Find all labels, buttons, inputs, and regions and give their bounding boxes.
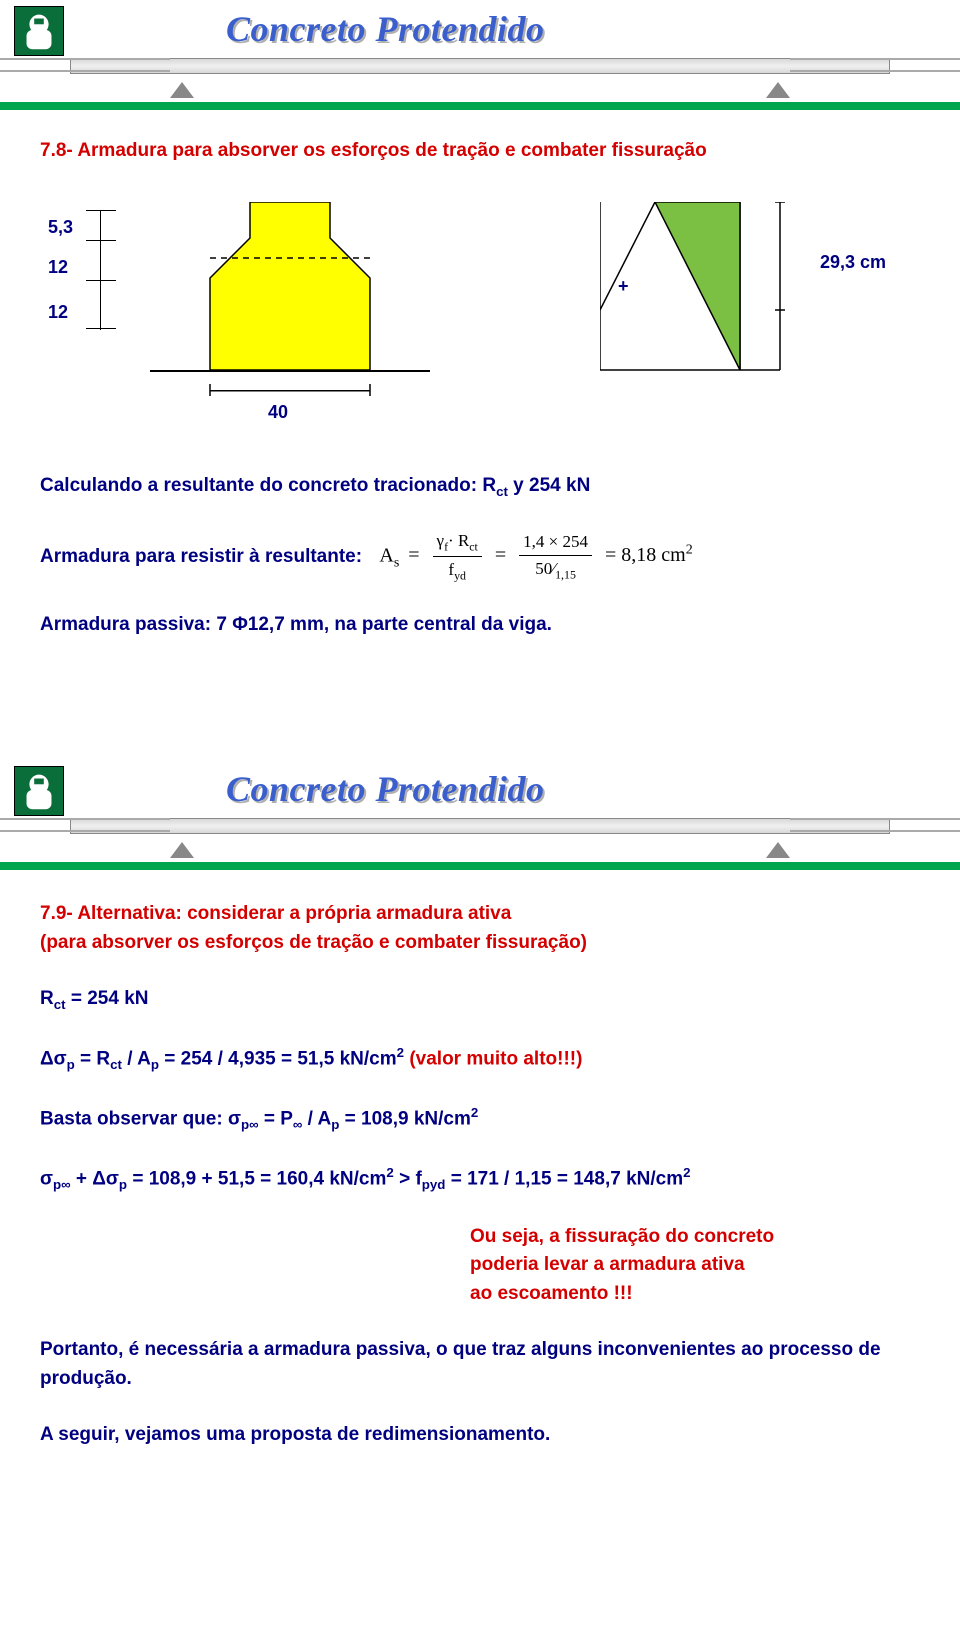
dim-label: 12 — [48, 302, 68, 323]
dim-label: 5,3 — [48, 217, 73, 238]
slide1-content: 7.8- Armadura para absorver os esforços … — [40, 140, 920, 640]
header-divider — [0, 102, 960, 110]
delta-sigma-line: Δσp = Rct / Ap = 254 / 4,935 = 51,5 kN/c… — [40, 1043, 920, 1075]
warn-line: poderia levar a armadura ativa — [470, 1251, 900, 1280]
logo-icon — [14, 6, 64, 56]
rct-line: Rct = 254 kN — [40, 985, 920, 1015]
formula-as: As = γf· Rctfyd = 1,4 × 25450⁄1,15 = 8,1… — [379, 528, 692, 586]
beam-decoration — [70, 810, 890, 840]
warn-line: Ou seja, a fissuração do concreto — [470, 1223, 900, 1252]
dim-label: 29,3 cm — [820, 252, 886, 273]
plus-label: + — [618, 276, 629, 296]
stress-triangle: + — [600, 202, 820, 402]
portanto-line: Portanto, é necessária a armadura passiv… — [40, 1336, 920, 1393]
section-title: 7.9- Alternativa: considerar a própria a… — [40, 900, 920, 957]
cross-section-diagram: 5,3 12 12 40 + — [40, 202, 920, 432]
warning-inline: (valor muito alto!!!) — [404, 1048, 582, 1069]
sub: ct — [496, 484, 508, 499]
dim-label: 40 — [268, 402, 288, 423]
header-divider — [0, 862, 960, 870]
warn-line: ao escoamento !!! — [470, 1280, 900, 1309]
text-armadura-passiva: Armadura passiva: 7 Φ12,7 mm, na parte c… — [40, 611, 920, 640]
slide-header: Concreto Protendido — [0, 0, 960, 120]
warning-block: Ou seja, a fissuração do concreto poderi… — [470, 1223, 900, 1309]
text: y 254 kN — [508, 475, 590, 496]
section-title: 7.8- Armadura para absorver os esforços … — [40, 140, 920, 162]
slide-7-8: Concreto Protendido 7.8- Armadura para a… — [0, 0, 960, 760]
sum-line: σp∞ + Δσp = 108,9 + 51,5 = 160,4 kN/cm2 … — [40, 1163, 920, 1195]
title-line: 7.9- Alternativa: considerar a própria a… — [40, 900, 920, 929]
cross-section-shape — [150, 202, 430, 422]
label: Armadura para resistir à resultante: — [40, 546, 362, 567]
seguir-line: A seguir, vejamos uma proposta de redime… — [40, 1421, 920, 1450]
title-line: (para absorver os esforços de tração e c… — [40, 929, 920, 958]
slide-7-9: Concreto Protendido 7.9- Alternativa: co… — [0, 760, 960, 1636]
slide-header: Concreto Protendido — [0, 760, 960, 880]
text-armadura-resistir: Armadura para resistir à resultante: As … — [40, 528, 920, 586]
logo-icon — [14, 766, 64, 816]
header-title: Concreto Protendido — [226, 8, 545, 50]
text-resultante: Calculando a resultante do concreto trac… — [40, 472, 920, 502]
beam-decoration — [70, 50, 890, 80]
header-title: Concreto Protendido — [226, 768, 545, 810]
basta-line: Basta observar que: σp∞ = P∞ / Ap = 108,… — [40, 1103, 920, 1135]
dim-label: 12 — [48, 257, 68, 278]
text: Calculando a resultante do concreto trac… — [40, 475, 496, 496]
slide2-content: 7.9- Alternativa: considerar a própria a… — [40, 900, 920, 1478]
